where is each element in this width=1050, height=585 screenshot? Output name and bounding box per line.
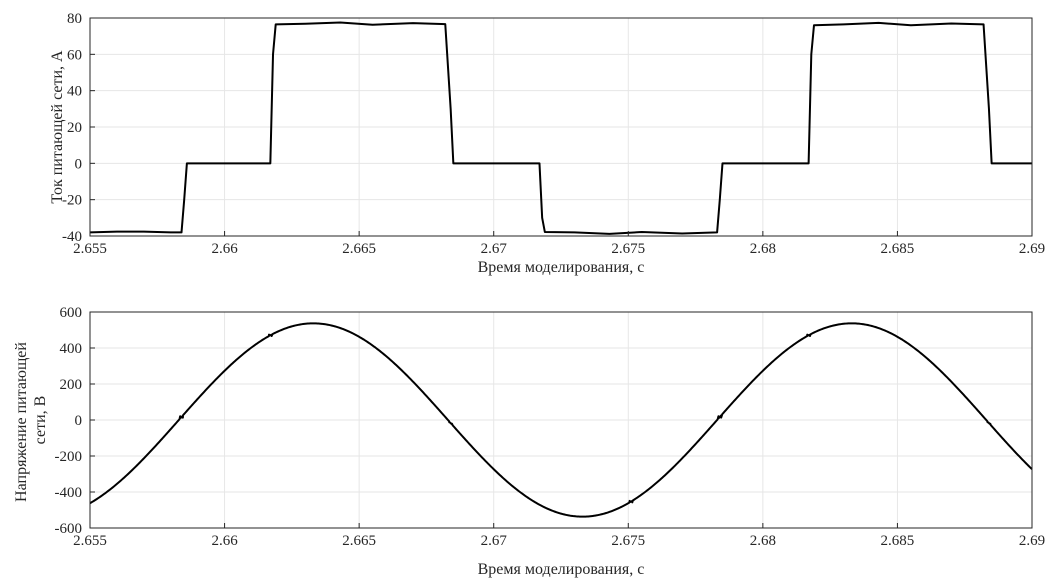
voltage-y-tick-label: -200 <box>55 449 83 465</box>
current-x-tick-label: 2.69 <box>1019 241 1045 257</box>
current-x-ticks: 2.655 2.66 2.665 2.67 2.675 2.68 2.685 2.69 <box>73 231 1045 257</box>
current-y-tick-label: 0 <box>75 156 83 172</box>
current-x-tick-label: 2.66 <box>211 241 238 257</box>
voltage-y-axis-label-line-2: сети, В <box>32 396 49 445</box>
current-y-tick-label: 60 <box>67 47 82 63</box>
voltage-x-tick-label: 2.66 <box>211 533 238 549</box>
voltage-x-tick-label: 2.69 <box>1019 533 1045 549</box>
voltage-series <box>89 322 1033 518</box>
current-y-tick-label: 20 <box>67 120 82 136</box>
voltage-x-ticks: 2.655 2.66 2.665 2.67 2.675 2.68 2.685 2.69 <box>73 523 1045 549</box>
voltage-x-tick-label: 2.67 <box>481 533 508 549</box>
voltage-y-tick-label: 600 <box>60 305 83 321</box>
voltage-y-axis-label: Напряжение питающей сети, В <box>13 338 49 502</box>
current-y-tick-label: -40 <box>62 229 82 245</box>
voltage-y-axis-label-line-1: Напряжение питающей <box>13 342 30 502</box>
current-y-axis-label: Ток питающей сети, А <box>49 50 66 204</box>
voltage-y-tick-label: -400 <box>55 485 83 501</box>
current-series-line-0 <box>89 21 1032 235</box>
voltage-x-tick-label: 2.675 <box>611 533 645 549</box>
voltage-x-tick-label: 2.685 <box>881 533 915 549</box>
voltage-series-line-0 <box>89 322 1033 518</box>
current-y-ticks: -40 -20 0 20 40 60 80 <box>62 11 95 245</box>
voltage-y-tick-label: 400 <box>60 341 83 357</box>
current-x-tick-label: 2.685 <box>881 241 915 257</box>
current-x-tick-label: 2.67 <box>481 241 508 257</box>
voltage-y-tick-label: 0 <box>75 413 83 429</box>
voltage-y-tick-label: -600 <box>55 521 83 537</box>
current-x-tick-label: 2.665 <box>342 241 376 257</box>
voltage-y-ticks: -600 -400 -200 0 200 400 600 <box>55 305 95 537</box>
voltage-x-tick-label: 2.665 <box>342 533 376 549</box>
current-x-tick-label: 2.655 <box>73 241 107 257</box>
current-series <box>89 21 1032 235</box>
voltage-x-tick-label: 2.68 <box>750 533 776 549</box>
voltage-x-axis-label: Время моделирования, с <box>478 561 645 578</box>
current-y-tick-label: 40 <box>67 84 82 100</box>
voltage-x-tick-label: 2.655 <box>73 533 107 549</box>
current-x-axis-label: Время моделирования, с <box>478 259 645 276</box>
current-y-tick-label: -20 <box>62 193 82 209</box>
voltage-y-tick-label: 200 <box>60 377 83 393</box>
current-x-tick-label: 2.675 <box>611 241 645 257</box>
current-x-tick-label: 2.68 <box>750 241 776 257</box>
current-chart: 2.655 2.66 2.665 2.67 2.675 2.68 2.685 2.69 -40… <box>49 11 1045 276</box>
voltage-chart: 2.655 2.66 2.665 2.67 2.675 2.68 2.685 2.69 -60… <box>13 305 1045 578</box>
current-y-tick-label: 80 <box>67 11 82 27</box>
